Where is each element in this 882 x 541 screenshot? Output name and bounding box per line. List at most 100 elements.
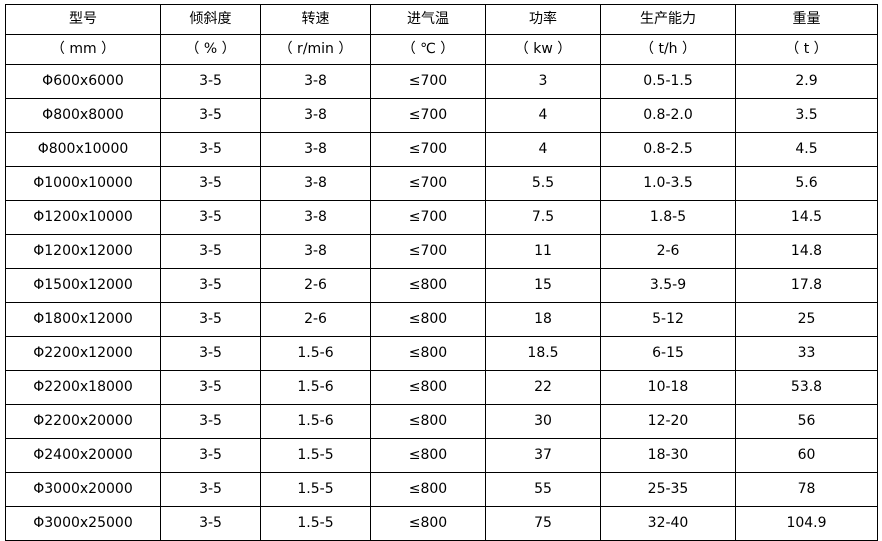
- cell-inclination: 3-5: [160, 64, 261, 99]
- column-title: 转速: [301, 11, 330, 28]
- cell-power: 37: [485, 438, 601, 473]
- column-header-power: 功率: [485, 4, 601, 35]
- cell-capacity: 10-18: [600, 370, 736, 405]
- cell-weight: 17.8: [735, 268, 878, 303]
- cell-inclination: 3-5: [160, 438, 261, 473]
- cell-rotation-speed: 1.5-6: [260, 336, 371, 371]
- column-unit: （ t ）: [785, 41, 828, 58]
- column-title: 重量: [792, 11, 821, 28]
- cell-inlet-temperature: ≤800: [370, 506, 486, 541]
- cell-inclination: 3-5: [160, 268, 261, 303]
- table-row: Φ3000x25000 3-5 1.5-5 ≤800 75 32-40 104.…: [5, 506, 878, 541]
- cell-inlet-temperature: ≤800: [370, 302, 486, 337]
- cell-rotation-speed: 1.5-5: [260, 506, 371, 541]
- cell-rotation-speed: 1.5-6: [260, 404, 371, 439]
- column-title: 进气温: [407, 11, 449, 28]
- column-header-capacity: 生产能力: [600, 4, 736, 35]
- cell-weight: 2.9: [735, 64, 878, 99]
- table-row: Φ2200x18000 3-5 1.5-6 ≤800 22 10-18 53.8: [5, 370, 878, 405]
- cell-rotation-speed: 3-8: [260, 200, 371, 235]
- column-unit-model: （ mm ）: [5, 34, 161, 65]
- table-header: 型号 倾斜度 转速 进气温 功率 生产能力 重量 （ mm ）: [5, 4, 878, 65]
- cell-inclination: 3-5: [160, 302, 261, 337]
- cell-power: 30: [485, 404, 601, 439]
- cell-inlet-temperature: ≤800: [370, 370, 486, 405]
- column-header-weight: 重量: [735, 4, 878, 35]
- cell-model: Φ1000x10000: [5, 166, 161, 201]
- column-header-model: 型号: [5, 4, 161, 35]
- cell-capacity: 25-35: [600, 472, 736, 507]
- table-row: Φ2400x20000 3-5 1.5-5 ≤800 37 18-30 60: [5, 438, 878, 473]
- table-row: Φ1800x12000 3-5 2-6 ≤800 18 5-12 25: [5, 302, 878, 337]
- cell-model: Φ3000x25000: [5, 506, 161, 541]
- cell-rotation-speed: 1.5-5: [260, 438, 371, 473]
- column-header-rotation-speed: 转速: [260, 4, 371, 35]
- cell-inlet-temperature: ≤800: [370, 336, 486, 371]
- cell-inlet-temperature: ≤700: [370, 166, 486, 201]
- cell-rotation-speed: 3-8: [260, 166, 371, 201]
- cell-model: Φ2200x20000: [5, 404, 161, 439]
- table-row: Φ600x6000 3-5 3-8 ≤700 3 0.5-1.5 2.9: [5, 64, 878, 99]
- cell-inlet-temperature: ≤800: [370, 438, 486, 473]
- column-unit: （ r/min ）: [278, 41, 353, 58]
- column-title: 倾斜度: [189, 11, 232, 28]
- cell-power: 22: [485, 370, 601, 405]
- cell-power: 55: [485, 472, 601, 507]
- cell-weight: 14.5: [735, 200, 878, 235]
- table-row: Φ2200x20000 3-5 1.5-6 ≤800 30 12-20 56: [5, 404, 878, 439]
- cell-weight: 4.5: [735, 132, 878, 167]
- cell-capacity: 5-12: [600, 302, 736, 337]
- cell-capacity: 1.0-3.5: [600, 166, 736, 201]
- cell-capacity: 3.5-9: [600, 268, 736, 303]
- column-unit-inclination: （ % ）: [160, 34, 261, 65]
- cell-inlet-temperature: ≤800: [370, 268, 486, 303]
- column-header-inlet-temperature: 进气温: [370, 4, 486, 35]
- cell-model: Φ800x10000: [5, 132, 161, 167]
- table-row: Φ3000x20000 3-5 1.5-5 ≤800 55 25-35 78: [5, 472, 878, 507]
- cell-capacity: 12-20: [600, 404, 736, 439]
- cell-inclination: 3-5: [160, 336, 261, 371]
- column-unit: （ mm ）: [50, 41, 116, 58]
- column-unit-inlet-temperature: （ ℃ ）: [370, 34, 486, 65]
- table-row: Φ1200x10000 3-5 3-8 ≤700 7.5 1.8-5 14.5: [5, 200, 878, 235]
- cell-inlet-temperature: ≤700: [370, 64, 486, 99]
- cell-model: Φ3000x20000: [5, 472, 161, 507]
- cell-weight: 53.8: [735, 370, 878, 405]
- cell-power: 3: [485, 64, 601, 99]
- cell-capacity: 2-6: [600, 234, 736, 269]
- column-unit-weight: （ t ）: [735, 34, 878, 65]
- cell-inclination: 3-5: [160, 506, 261, 541]
- column-unit: （ ℃ ）: [401, 41, 455, 58]
- cell-rotation-speed: 3-8: [260, 234, 371, 269]
- cell-rotation-speed: 3-8: [260, 98, 371, 133]
- column-header-inclination: 倾斜度: [160, 4, 261, 35]
- cell-model: Φ600x6000: [5, 64, 161, 99]
- cell-inclination: 3-5: [160, 370, 261, 405]
- cell-weight: 60: [735, 438, 878, 473]
- specification-table: 型号 倾斜度 转速 进气温 功率 生产能力 重量 （ mm ）: [5, 4, 878, 541]
- cell-power: 75: [485, 506, 601, 541]
- table-row: Φ1200x12000 3-5 3-8 ≤700 11 2-6 14.8: [5, 234, 878, 269]
- table-row: Φ800x8000 3-5 3-8 ≤700 4 0.8-2.0 3.5: [5, 98, 878, 133]
- column-title: 生产能力: [640, 11, 696, 28]
- cell-inlet-temperature: ≤700: [370, 132, 486, 167]
- cell-inlet-temperature: ≤800: [370, 472, 486, 507]
- cell-capacity: 6-15: [600, 336, 736, 371]
- table-body: Φ600x6000 3-5 3-8 ≤700 3 0.5-1.5 2.9 Φ80…: [5, 64, 878, 541]
- cell-weight: 56: [735, 404, 878, 439]
- cell-inlet-temperature: ≤700: [370, 234, 486, 269]
- column-unit: （ kw ）: [514, 41, 572, 58]
- table-row: Φ1500x12000 3-5 2-6 ≤800 15 3.5-9 17.8: [5, 268, 878, 303]
- table-row: Φ1000x10000 3-5 3-8 ≤700 5.5 1.0-3.5 5.6: [5, 166, 878, 201]
- cell-rotation-speed: 1.5-6: [260, 370, 371, 405]
- cell-inclination: 3-5: [160, 98, 261, 133]
- column-unit-power: （ kw ）: [485, 34, 601, 65]
- cell-inclination: 3-5: [160, 234, 261, 269]
- cell-inlet-temperature: ≤700: [370, 200, 486, 235]
- cell-inclination: 3-5: [160, 472, 261, 507]
- cell-power: 15: [485, 268, 601, 303]
- cell-power: 4: [485, 98, 601, 133]
- column-unit: （ t/h ）: [640, 41, 696, 58]
- cell-model: Φ800x8000: [5, 98, 161, 133]
- header-row: 型号 倾斜度 转速 进气温 功率 生产能力 重量: [5, 4, 878, 35]
